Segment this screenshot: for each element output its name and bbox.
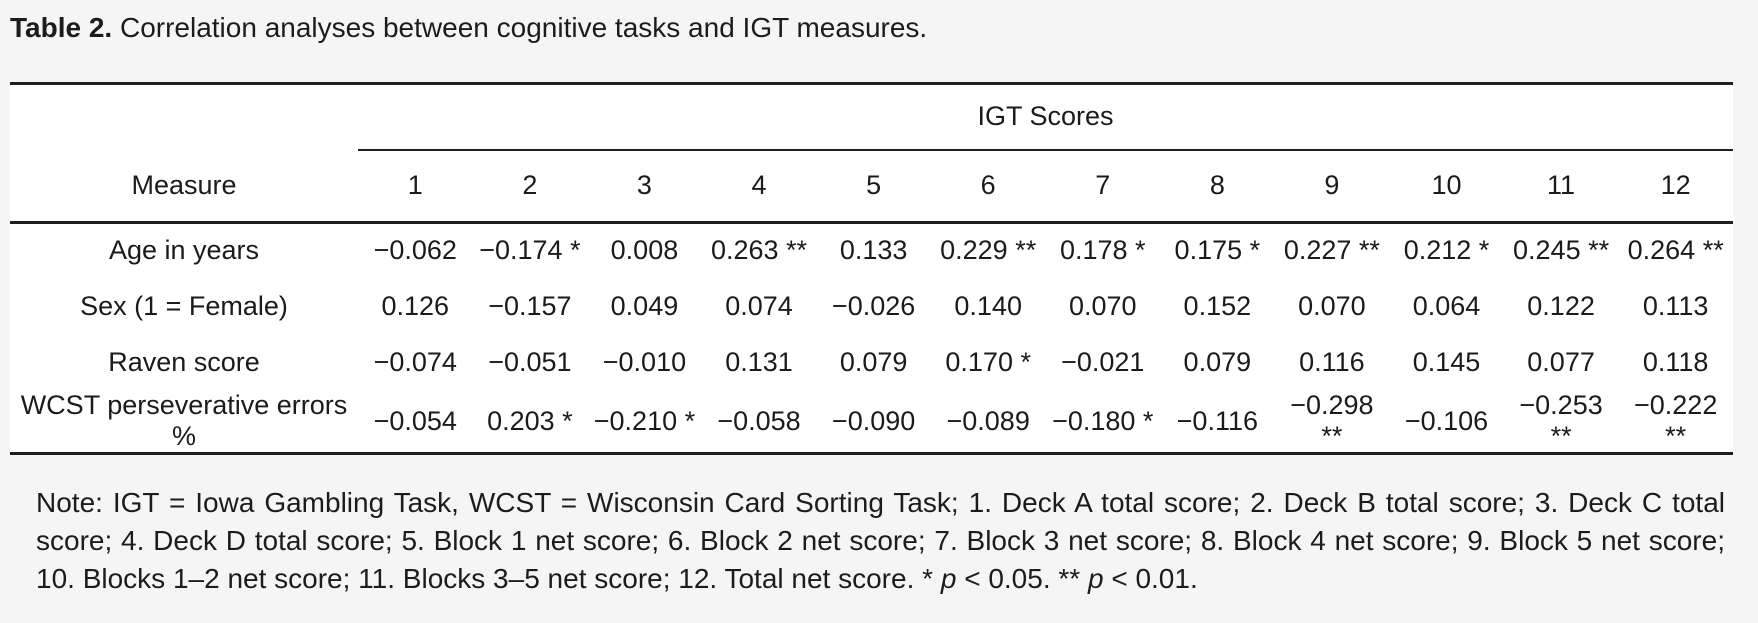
column-header: 6 bbox=[930, 149, 1046, 224]
cell: −0.089 bbox=[946, 405, 1030, 436]
row-label: Raven score bbox=[108, 346, 260, 377]
table-row: Sex (1 = Female) 0.126 −0.157 0.049 0.07… bbox=[10, 278, 1733, 334]
cell: 0.079 bbox=[839, 346, 908, 377]
significance-threshold-double: < 0.01. bbox=[1111, 563, 1198, 594]
cell: 0.070 bbox=[1068, 290, 1137, 321]
cell: 0.229 ** bbox=[940, 235, 1037, 266]
significance-star-single: * bbox=[922, 563, 934, 594]
cell: 0.170 * bbox=[945, 346, 1031, 377]
cell: 0.070 bbox=[1298, 290, 1366, 321]
cell: 0.264 ** bbox=[1627, 235, 1724, 266]
cell: 0.263 ** bbox=[710, 235, 808, 266]
significance-star-double: ** bbox=[1058, 563, 1081, 594]
table-row: WCST perseverative errors % −0.054 0.203… bbox=[10, 390, 1733, 454]
cell: 0.145 bbox=[1412, 346, 1481, 377]
table-note: Note: IGT = Iowa Gambling Task, WCST = W… bbox=[36, 484, 1725, 598]
cell: −0.074 bbox=[373, 346, 457, 377]
cell: 0.122 bbox=[1527, 290, 1595, 321]
column-header: 1 bbox=[358, 149, 473, 224]
column-header: 11 bbox=[1503, 149, 1619, 224]
cell: 0.140 bbox=[954, 290, 1022, 321]
cell: 0.203 * bbox=[487, 405, 573, 436]
cell: 0.175 * bbox=[1174, 235, 1261, 266]
row-label: WCST perseverative errors % bbox=[20, 390, 348, 451]
table-row: Raven score −0.074 −0.051 −0.010 0.131 0… bbox=[10, 334, 1733, 390]
column-header-row: Measure 1 2 3 4 5 6 7 8 9 10 11 12 bbox=[10, 149, 1733, 224]
table-caption-label: Table 2. bbox=[10, 12, 113, 43]
cell: 0.064 bbox=[1412, 290, 1481, 321]
cell: 0.126 bbox=[381, 290, 450, 321]
cell: 0.077 bbox=[1527, 346, 1595, 377]
cell: 0.227 ** bbox=[1283, 235, 1380, 266]
cell: −0.026 bbox=[831, 290, 916, 321]
table-row: Age in years −0.062 −0.174 * 0.008 0.263… bbox=[10, 222, 1733, 278]
span-header-igt-scores: IGT Scores bbox=[358, 83, 1733, 151]
cell: 0.245 ** bbox=[1513, 235, 1610, 266]
cell: −0.222 ** bbox=[1634, 390, 1718, 451]
column-header: 3 bbox=[587, 149, 702, 224]
cell: −0.021 bbox=[1061, 346, 1145, 377]
column-header-measure: Measure bbox=[10, 149, 358, 224]
cell: 0.178 * bbox=[1059, 235, 1146, 266]
correlation-table: IGT Scores Measure 1 2 3 4 5 6 7 8 9 10 … bbox=[10, 82, 1733, 455]
column-header: 9 bbox=[1274, 149, 1390, 224]
cell: −0.210 * bbox=[593, 405, 696, 436]
column-header: 5 bbox=[816, 149, 931, 224]
table-caption: Table 2. Correlation analyses between co… bbox=[10, 11, 1758, 45]
significance-threshold-single: < 0.05. bbox=[964, 563, 1051, 594]
cell: 0.074 bbox=[725, 290, 793, 321]
cell: −0.051 bbox=[488, 346, 572, 377]
cell: 0.152 bbox=[1183, 290, 1252, 321]
cell: −0.157 bbox=[488, 290, 572, 321]
cell: 0.008 bbox=[610, 235, 679, 266]
cell: 0.079 bbox=[1183, 346, 1252, 377]
row-label: Sex (1 = Female) bbox=[80, 290, 288, 321]
column-header: 7 bbox=[1045, 149, 1161, 224]
row-label: Age in years bbox=[108, 235, 260, 266]
cell: −0.253 ** bbox=[1519, 390, 1603, 451]
empty-corner-cell bbox=[10, 84, 358, 150]
cell: −0.062 bbox=[373, 235, 457, 266]
p-italic: p bbox=[940, 563, 957, 594]
cell: −0.010 bbox=[602, 346, 687, 377]
column-header: 12 bbox=[1618, 149, 1733, 224]
cell: 0.049 bbox=[610, 290, 679, 321]
column-header: 4 bbox=[701, 149, 817, 224]
cell: 0.116 bbox=[1299, 346, 1365, 377]
cell: −0.054 bbox=[373, 405, 457, 436]
cell: −0.174 * bbox=[479, 235, 581, 266]
cell: −0.090 bbox=[831, 405, 916, 436]
column-header: 10 bbox=[1389, 149, 1504, 224]
column-header: 8 bbox=[1160, 149, 1275, 224]
cell: 0.131 bbox=[725, 346, 793, 377]
span-header-row: IGT Scores bbox=[10, 83, 1733, 151]
cell: −0.106 bbox=[1404, 405, 1489, 436]
cell: 0.212 * bbox=[1403, 235, 1490, 266]
cell: 0.113 bbox=[1642, 290, 1709, 321]
cell: 0.133 bbox=[839, 235, 908, 266]
cell: −0.058 bbox=[717, 405, 801, 436]
table-caption-text: Correlation analyses between cognitive t… bbox=[119, 12, 928, 43]
cell: 0.118 bbox=[1642, 346, 1709, 377]
table-note-text: Note: IGT = Iowa Gambling Task, WCST = W… bbox=[36, 487, 1725, 594]
p-italic: p bbox=[1087, 563, 1104, 594]
column-header: 2 bbox=[472, 149, 588, 224]
cell: −0.298 ** bbox=[1290, 390, 1374, 451]
cell: −0.116 bbox=[1176, 405, 1258, 436]
cell: −0.180 * bbox=[1052, 405, 1154, 436]
